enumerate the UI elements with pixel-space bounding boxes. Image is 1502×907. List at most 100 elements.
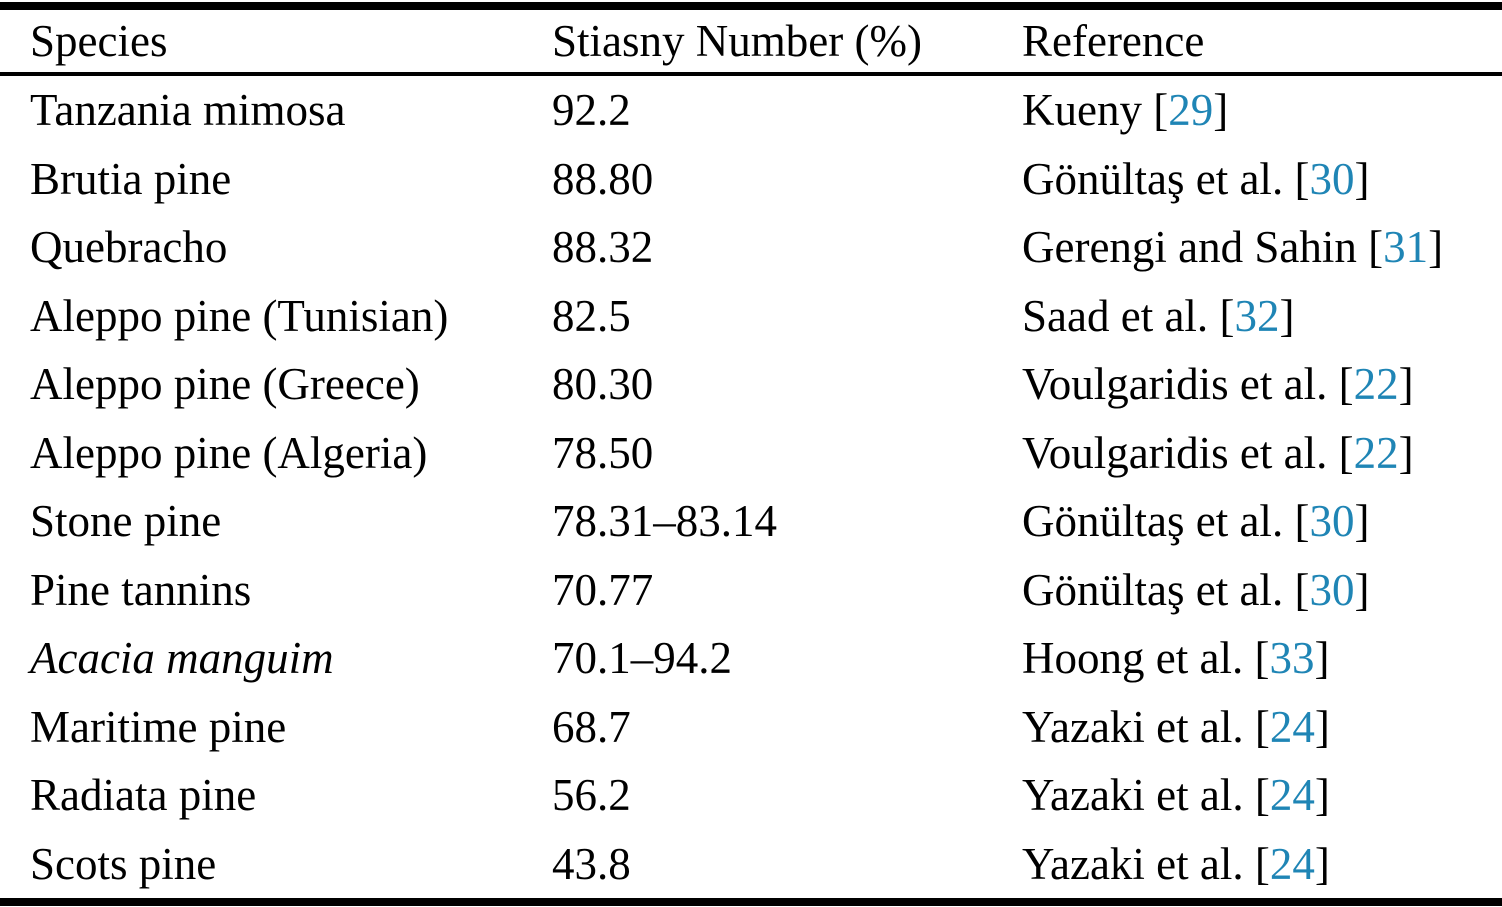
species-cell: Acacia manguim (0, 624, 550, 693)
citation-bracket-close: ] (1398, 427, 1414, 478)
table-row: Brutia pine 88.80 Gönültaş et al. [30] (0, 145, 1502, 214)
citation-bracket-close: ] (1213, 85, 1229, 136)
species-cell: Maritime pine (0, 693, 550, 762)
stiasny-value-cell: 80.30 (552, 359, 654, 410)
table-row: Quebracho 88.32 Gerengi and Sahin [31] (0, 213, 1502, 282)
citation-bracket-open: [ (1254, 701, 1270, 752)
table-row: Scots pine 43.8 Yazaki et al. [24] (0, 830, 1502, 903)
citation-bracket-open: [ (1368, 222, 1384, 273)
reference-cell: Gönültaş et al. [30] (1020, 487, 1502, 556)
reference-authors: Yazaki et al. (1022, 701, 1255, 752)
reference-cell: Kueny [29] (1020, 74, 1502, 145)
citation-link[interactable]: 30 (1309, 153, 1355, 204)
reference-authors: Gönültaş et al. (1022, 496, 1295, 547)
col-header-species: Species (0, 6, 550, 76)
citation-bracket-close: ] (1314, 633, 1330, 684)
species-cell: Aleppo pine (Tunisian) (0, 282, 550, 351)
reference-authors: Voulgaridis et al. (1022, 427, 1339, 478)
table-row: Stone pine 78.31–83.14 Gönültaş et al. [… (0, 487, 1502, 556)
citation-bracket-close: ] (1398, 359, 1414, 410)
stiasny-value-cell: 92.2 (552, 85, 631, 136)
species-name: Aleppo pine (Greece) (30, 359, 420, 410)
stiasny-value-cell: 88.80 (552, 153, 654, 204)
species-cell: Scots pine (0, 830, 550, 903)
citation-link[interactable]: 33 (1269, 633, 1315, 684)
table-row: Pine tannins 70.77 Gönültaş et al. [30] (0, 556, 1502, 625)
reference-cell: Gönültaş et al. [30] (1020, 145, 1502, 214)
table-row: Acacia manguim 70.1–94.2 Hoong et al. [3… (0, 624, 1502, 693)
citation-bracket-open: [ (1254, 633, 1270, 684)
species-cell: Tanzania mimosa (0, 74, 550, 145)
citation-link[interactable]: 32 (1234, 290, 1280, 341)
stiasny-value-cell: 68.7 (552, 701, 631, 752)
table-body: Tanzania mimosa 92.2 Kueny [29] Brutia p… (0, 74, 1502, 902)
reference-authors: Kueny (1022, 85, 1154, 136)
citation-link[interactable]: 30 (1309, 564, 1355, 615)
citation-bracket-open: [ (1294, 153, 1310, 204)
citation-link[interactable]: 29 (1168, 85, 1214, 136)
species-name: Radiata pine (30, 770, 257, 821)
reference-authors: Hoong et al. (1022, 633, 1255, 684)
header-row: Species Stiasny Number (%) Reference (0, 6, 1502, 76)
stiasny-value-cell: 78.50 (552, 427, 654, 478)
citation-bracket-close: ] (1354, 564, 1370, 615)
citation-link[interactable]: 22 (1353, 359, 1399, 410)
table-header: Species Stiasny Number (%) Reference (0, 6, 1502, 76)
species-name: Pine tannins (30, 564, 252, 615)
citation-bracket-close: ] (1354, 153, 1370, 204)
citation-bracket-close: ] (1314, 701, 1330, 752)
species-name: Quebracho (30, 222, 228, 273)
species-name: Brutia pine (30, 153, 232, 204)
reference-authors: Gönültaş et al. (1022, 153, 1295, 204)
citation-bracket-open: [ (1294, 496, 1310, 547)
stiasny-value-cell: 70.1–94.2 (552, 633, 732, 684)
citation-bracket-open: [ (1338, 359, 1354, 410)
stiasny-value-cell: 78.31–83.14 (552, 496, 777, 547)
species-name: Maritime pine (30, 701, 287, 752)
citation-bracket-open: [ (1294, 564, 1310, 615)
species-name: Scots pine (30, 838, 217, 889)
citation-bracket-close: ] (1354, 496, 1370, 547)
species-cell: Aleppo pine (Algeria) (0, 419, 550, 488)
col-header-reference: Reference (1020, 6, 1502, 76)
stiasny-value-cell: 56.2 (552, 770, 631, 821)
citation-link[interactable]: 24 (1269, 838, 1315, 889)
citation-bracket-close: ] (1279, 290, 1295, 341)
reference-cell: Yazaki et al. [24] (1020, 830, 1502, 903)
reference-cell: Hoong et al. [33] (1020, 624, 1502, 693)
citation-link[interactable]: 24 (1269, 770, 1315, 821)
reference-authors: Gönültaş et al. (1022, 564, 1295, 615)
species-name: Stone pine (30, 496, 222, 547)
species-cell: Quebracho (0, 213, 550, 282)
species-cell: Pine tannins (0, 556, 550, 625)
citation-link[interactable]: 22 (1353, 427, 1399, 478)
species-name: Tanzania mimosa (30, 85, 346, 136)
reference-cell: Yazaki et al. [24] (1020, 761, 1502, 830)
species-cell: Brutia pine (0, 145, 550, 214)
reference-cell: Voulgaridis et al. [22] (1020, 350, 1502, 419)
reference-cell: Gönültaş et al. [30] (1020, 556, 1502, 625)
citation-link[interactable]: 31 (1383, 222, 1429, 273)
species-cell: Radiata pine (0, 761, 550, 830)
stiasny-value-cell: 70.77 (552, 564, 654, 615)
citation-link[interactable]: 24 (1269, 701, 1315, 752)
table-row: Radiata pine 56.2 Yazaki et al. [24] (0, 761, 1502, 830)
citation-bracket-close: ] (1428, 222, 1444, 273)
citation-link[interactable]: 30 (1309, 496, 1355, 547)
table-row: Aleppo pine (Algeria) 78.50 Voulgaridis … (0, 419, 1502, 488)
table-row: Tanzania mimosa 92.2 Kueny [29] (0, 74, 1502, 145)
reference-cell: Gerengi and Sahin [31] (1020, 213, 1502, 282)
reference-cell: Saad et al. [32] (1020, 282, 1502, 351)
citation-bracket-open: [ (1219, 290, 1235, 341)
reference-authors: Saad et al. (1022, 290, 1220, 341)
reference-authors: Voulgaridis et al. (1022, 359, 1339, 410)
stiasny-value-cell: 82.5 (552, 290, 631, 341)
species-cell: Aleppo pine (Greece) (0, 350, 550, 419)
stiasny-value-cell: 43.8 (552, 838, 631, 889)
citation-bracket-open: [ (1153, 85, 1169, 136)
citation-bracket-close: ] (1314, 838, 1330, 889)
reference-authors: Gerengi and Sahin (1022, 222, 1369, 273)
table-row: Aleppo pine (Greece) 80.30 Voulgaridis e… (0, 350, 1502, 419)
